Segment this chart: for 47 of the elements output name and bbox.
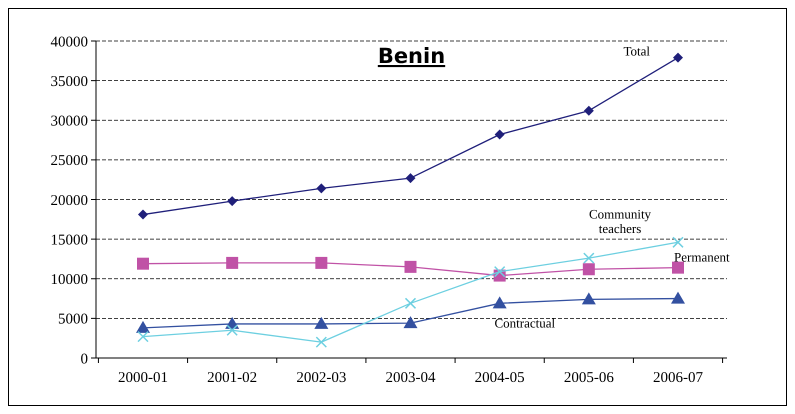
point [673, 52, 683, 63]
y-tick-label: 5000 [58, 312, 88, 328]
point [137, 258, 149, 270]
x-tick-label: 2005-06 [564, 370, 614, 386]
point [137, 330, 149, 342]
point [582, 263, 595, 276]
y-tick-label: 15000 [50, 232, 88, 248]
point [316, 336, 328, 348]
point [404, 316, 418, 328]
point [671, 292, 685, 304]
point [226, 324, 238, 336]
point [404, 298, 416, 310]
y-tick-label: 0 [80, 351, 88, 368]
point [584, 106, 594, 116]
point [672, 262, 684, 274]
y-tick-label: 35000 [50, 74, 88, 90]
point [672, 236, 684, 248]
point [315, 256, 328, 269]
point [316, 183, 326, 194]
x-tick-label: 2006-07 [653, 370, 704, 386]
series-label: Total [623, 44, 650, 59]
y-tick-label: 40000 [50, 34, 88, 50]
point [494, 130, 505, 140]
point [582, 292, 596, 304]
y-tick-label: 20000 [50, 192, 88, 209]
series-label: Contractual [494, 315, 556, 330]
x-tick-label: 2003-04 [386, 370, 436, 386]
y-tick-label: 25000 [50, 153, 88, 170]
point [492, 296, 507, 308]
point [226, 256, 238, 269]
chart-title: Benin [378, 44, 446, 68]
x-tick-label: 2002-03 [296, 370, 346, 386]
x-tick-label: 2000-01 [118, 370, 168, 386]
point [404, 260, 416, 273]
point [138, 210, 148, 220]
point [583, 252, 595, 264]
y-tick-label: 10000 [50, 272, 88, 288]
x-tick-label: 2004-05 [474, 370, 525, 386]
point [406, 173, 416, 184]
point [314, 316, 328, 329]
y-tick-label: 30000 [50, 114, 88, 130]
point [136, 320, 150, 333]
point [227, 196, 238, 206]
x-tick-label: 2001-02 [207, 370, 258, 386]
series-label: Community teachers [588, 206, 652, 236]
series-label: Permanent [674, 250, 730, 265]
point [494, 266, 506, 278]
